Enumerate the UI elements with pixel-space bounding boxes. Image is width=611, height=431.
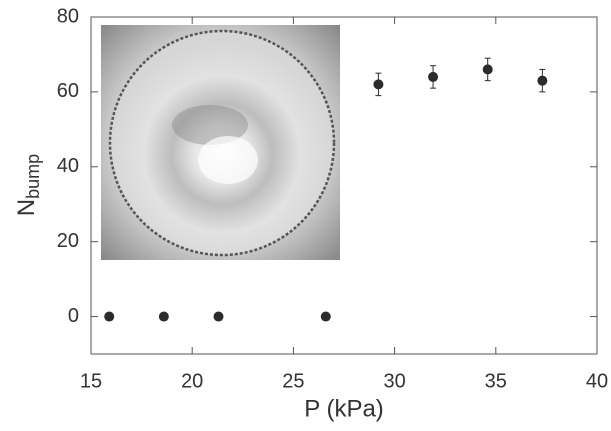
x-tick-label: 15: [80, 370, 102, 392]
y-tick-label: 80: [57, 5, 79, 27]
y-tick-label: 40: [57, 155, 79, 177]
y-axis-label-sub: bump: [23, 154, 43, 199]
x-tick-label: 20: [181, 370, 203, 392]
point: [158, 311, 169, 322]
inset-image: [101, 25, 340, 260]
point: [213, 311, 224, 322]
y-tick-label: 20: [57, 230, 79, 252]
point: [428, 71, 439, 82]
y-tick-label: 0: [68, 305, 79, 327]
plot-frame: [90, 16, 598, 355]
y-axis-label-main: N: [13, 199, 40, 216]
x-tick-label: 30: [383, 370, 405, 392]
x-axis-label: P (kPa): [304, 395, 384, 422]
x-tick-label: 25: [282, 370, 304, 392]
y-tick-label: 60: [57, 80, 79, 102]
point: [104, 311, 115, 322]
point: [482, 64, 493, 75]
x-tick-label: 35: [485, 370, 507, 392]
point: [537, 75, 548, 86]
x-tick-label: 40: [586, 370, 608, 392]
y-axis-label: Nbump: [13, 154, 42, 216]
point: [373, 79, 384, 90]
point: [320, 311, 331, 322]
